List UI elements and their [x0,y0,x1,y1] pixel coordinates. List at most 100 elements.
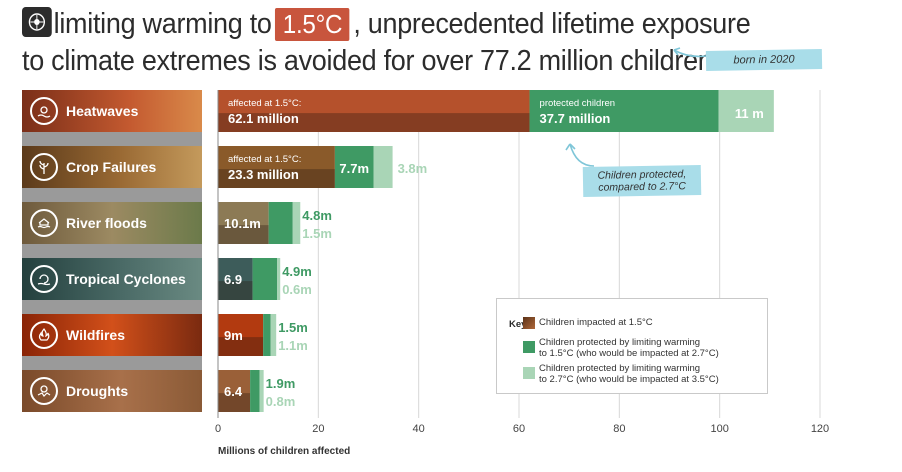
impacted-value-label: 9m [224,328,243,343]
bar-protected-27 [259,370,264,412]
protected-15-value-label: 37.7 million [540,111,611,126]
legend-label: to 1.5°C (who would be impacted at 2.7°C… [539,348,719,359]
bar-impacted [218,202,269,244]
protected-15-value-label: 4.8m [302,208,332,223]
protected-15-value-label: 4.9m [282,264,312,279]
protected-27-value-label: 1.1m [278,338,308,353]
x-tick-label: 80 [613,423,625,435]
impacted-value-label: 62.1 million [228,111,299,126]
x-tick-label: 100 [710,423,728,435]
protected-15-value-label: 1.9m [266,376,296,391]
unicef-logo-icon [22,7,52,37]
legend-swatch-impacted [523,317,535,329]
bar-impacted-shade [218,225,269,244]
legend-swatch-protected-15 [523,341,535,353]
bar-impacted [218,90,530,132]
cyclone-icon [30,265,58,293]
chart-title: limiting warming to 1.5°C, unprecedented … [22,6,822,80]
bar-impacted [218,314,264,356]
protected-27-value-label: 1.5m [302,226,332,241]
chart-legend: Key Children impacted at 1.5°C Children … [496,298,768,394]
category-label: Wildfires [66,327,125,343]
x-tick-label: 40 [413,423,425,435]
bar-impacted-shade [218,169,335,188]
bar-impacted-shade [218,281,253,300]
category-label: Tropical Cyclones [66,271,186,287]
legend-label: to 2.7°C (who would be impacted at 3.5°C… [539,374,719,385]
wildfire-icon [30,321,58,349]
category-droughts: Droughts [22,370,202,412]
legend-title: Key [509,319,527,330]
drought-icon [30,377,58,405]
children-protected-note: Children protected, compared to 2.7°C [582,164,702,198]
category-gap [22,188,202,202]
bar-protected-15 [268,202,293,244]
title-line1-pre: limiting warming to [53,8,272,40]
x-tick-label: 60 [513,423,525,435]
legend-item-impacted: Children impacted at 1.5°C [523,317,653,329]
protected-27-value-label: 0.8m [266,394,296,409]
heatwave-icon [30,97,58,125]
bar-protected-27 [292,202,301,244]
bar-impacted-shade [218,113,530,132]
category-tropical-cyclones: Tropical Cyclones [22,258,202,300]
protected-27-value-label: 0.6m [282,282,312,297]
legend-label: Children protected by limiting warming [539,337,701,348]
bar-protected-15 [529,90,719,132]
impacted-prefix-label: affected at 1.5°C: [228,154,301,165]
x-tick-label: 20 [312,423,324,435]
category-gap [22,132,202,146]
category-gap [22,244,202,258]
protected-15-value-label: 7.7m [339,161,369,176]
protected-note-arrow-icon [565,143,595,167]
title-temperature-badge: 1.5°C [275,8,350,41]
bar-impacted-shade [218,337,264,356]
category-label: Droughts [66,383,129,399]
category-label: Crop Failures [66,159,157,175]
legend-swatch-protected-27 [523,367,535,379]
bar-protected-15 [250,370,260,412]
bar-protected-15 [263,314,271,356]
impacted-value-label: 10.1m [224,216,261,231]
crop-icon [30,153,58,181]
legend-item-protected-27: Children protected by limiting warming t… [523,363,719,385]
x-axis-label: Millions of children affected [218,446,351,457]
bar-impacted [218,146,335,188]
flood-icon [30,209,58,237]
bar-protected-27 [373,146,393,188]
x-tick-label: 120 [811,423,829,435]
category-wildfires: Wildfires [22,314,202,356]
note-line2: compared to 2.7°C [598,180,687,194]
category-gap [22,300,202,314]
bar-protected-27 [270,314,277,356]
legend-label: Children impacted at 1.5°C [539,317,653,328]
impacted-value-label: 6.4 [224,384,243,399]
category-label: Heatwaves [66,103,139,119]
category-heatwaves: Heatwaves [22,90,202,132]
born-arrow-icon [673,47,707,58]
bar-impacted-shade [218,393,251,412]
impacted-prefix-label: affected at 1.5°C: [228,98,301,109]
legend-item-protected-15: Children protected by limiting warming t… [523,337,719,359]
title-line1-post: , unprecedented lifetime exposure [353,8,751,40]
bar-protected-15 [334,146,374,188]
legend-label: Children protected by limiting warming [539,363,701,374]
bar-protected-15 [252,258,278,300]
protected-27-value-label: 11 m [735,106,764,121]
bar-impacted [218,258,253,300]
category-gap [22,356,202,370]
impacted-value-label: 6.9 [224,272,242,287]
category-river-floods: River floods [22,202,202,244]
title-line2: to climate extremes is avoided for over … [22,45,713,77]
category-label: River floods [66,215,147,231]
impacted-value-label: 23.3 million [228,167,299,182]
bar-impacted [218,370,251,412]
x-tick-label: 0 [215,423,221,435]
bar-protected-27 [718,90,774,132]
protected-prefix-label: protected children [540,98,616,109]
category-crop-failures: Crop Failures [22,146,202,188]
protected-27-value-label: 3.8m [398,161,428,176]
bar-protected-27 [277,258,281,300]
protected-15-value-label: 1.5m [278,320,308,335]
